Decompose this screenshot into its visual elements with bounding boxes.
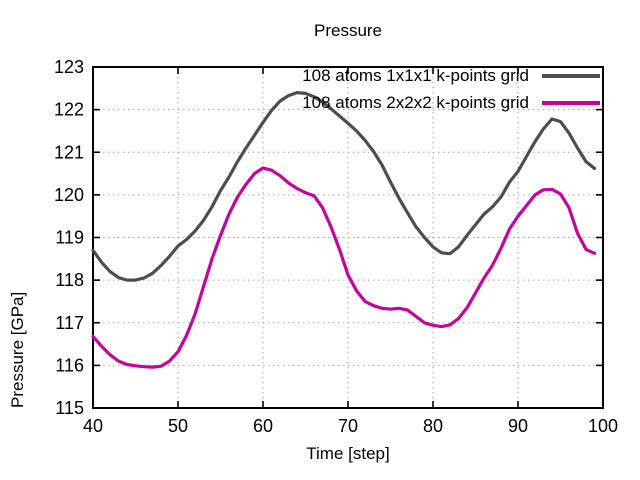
legend: 108 atoms 1x1x1 k-points grid 108 atoms … (302, 62, 600, 116)
y-tick-label: 119 (55, 228, 84, 248)
x-tick-label: 100 (588, 416, 618, 436)
legend-line-sample-1x1x1 (542, 73, 600, 78)
x-axis-label: Time [step] (306, 444, 390, 463)
y-tick-label: 118 (55, 270, 84, 290)
chart-title: Pressure (313, 21, 383, 40)
y-tick-label: 116 (55, 355, 84, 375)
y-tick-label: 121 (54, 142, 84, 162)
y-tick-label: 123 (54, 57, 84, 77)
x-tick-label: 60 (253, 416, 273, 436)
y-tick-label: 117 (55, 313, 84, 333)
x-tick-label: 40 (83, 416, 103, 436)
legend-line-sample-2x2x2 (542, 100, 600, 105)
series-line-1x1x1 (91, 90, 597, 282)
y-tick-label: 120 (54, 185, 84, 205)
legend-label-1x1x1: 108 atoms 1x1x1 k-points grid (302, 65, 529, 85)
series-line-2x2x2 (91, 166, 597, 369)
y-axis-label: Pressure [GPa] (8, 291, 27, 408)
x-tick-label: 70 (338, 416, 358, 436)
x-tick-label: 90 (508, 416, 528, 436)
y-tick-label: 115 (55, 398, 84, 418)
legend-entry-1x1x1: 108 atoms 1x1x1 k-points grid (302, 62, 600, 89)
y-tick-label: 122 (54, 100, 84, 120)
legend-entry-2x2x2: 108 atoms 2x2x2 k-points grid (302, 89, 600, 116)
legend-label-2x2x2: 108 atoms 2x2x2 k-points grid (302, 92, 529, 112)
x-tick-label: 50 (168, 416, 188, 436)
x-tick-label: 80 (423, 416, 443, 436)
